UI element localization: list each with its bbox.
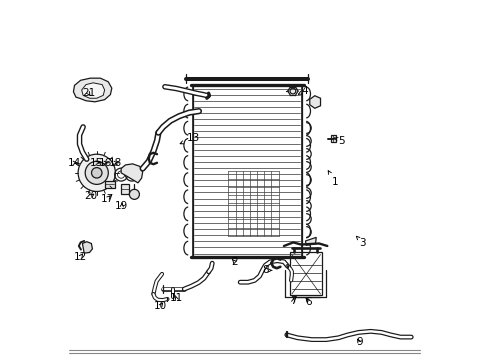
Circle shape: [91, 168, 102, 178]
Text: 6: 6: [305, 297, 312, 307]
Text: 11: 11: [169, 293, 183, 303]
Text: 13: 13: [180, 133, 200, 144]
Text: 8: 8: [262, 265, 272, 275]
Text: 4: 4: [298, 86, 307, 96]
Text: 1: 1: [327, 171, 338, 187]
Text: 10: 10: [153, 301, 166, 311]
Text: 14: 14: [67, 158, 81, 168]
Circle shape: [129, 189, 139, 199]
Circle shape: [78, 154, 115, 192]
Text: 5: 5: [334, 136, 344, 145]
Bar: [192, 85, 301, 257]
Polygon shape: [121, 164, 142, 183]
Polygon shape: [73, 78, 112, 102]
Text: 20: 20: [84, 191, 98, 201]
Text: 3: 3: [356, 236, 366, 248]
Bar: [330, 135, 335, 142]
Text: 2: 2: [231, 257, 237, 267]
Polygon shape: [81, 83, 104, 98]
Bar: [121, 184, 129, 194]
Polygon shape: [309, 96, 320, 108]
Text: 21: 21: [81, 88, 95, 98]
Bar: [104, 181, 115, 188]
Circle shape: [85, 161, 108, 184]
Text: 16: 16: [99, 158, 112, 168]
Text: 7: 7: [289, 296, 296, 306]
Text: 19: 19: [115, 201, 128, 211]
Bar: [290, 252, 321, 296]
Text: 17: 17: [101, 194, 114, 204]
Text: 15: 15: [90, 158, 103, 168]
Text: 9: 9: [355, 337, 362, 347]
Text: 12: 12: [74, 252, 87, 262]
Text: 18: 18: [108, 158, 122, 168]
Polygon shape: [82, 242, 92, 253]
Circle shape: [289, 88, 295, 94]
Polygon shape: [305, 237, 316, 245]
